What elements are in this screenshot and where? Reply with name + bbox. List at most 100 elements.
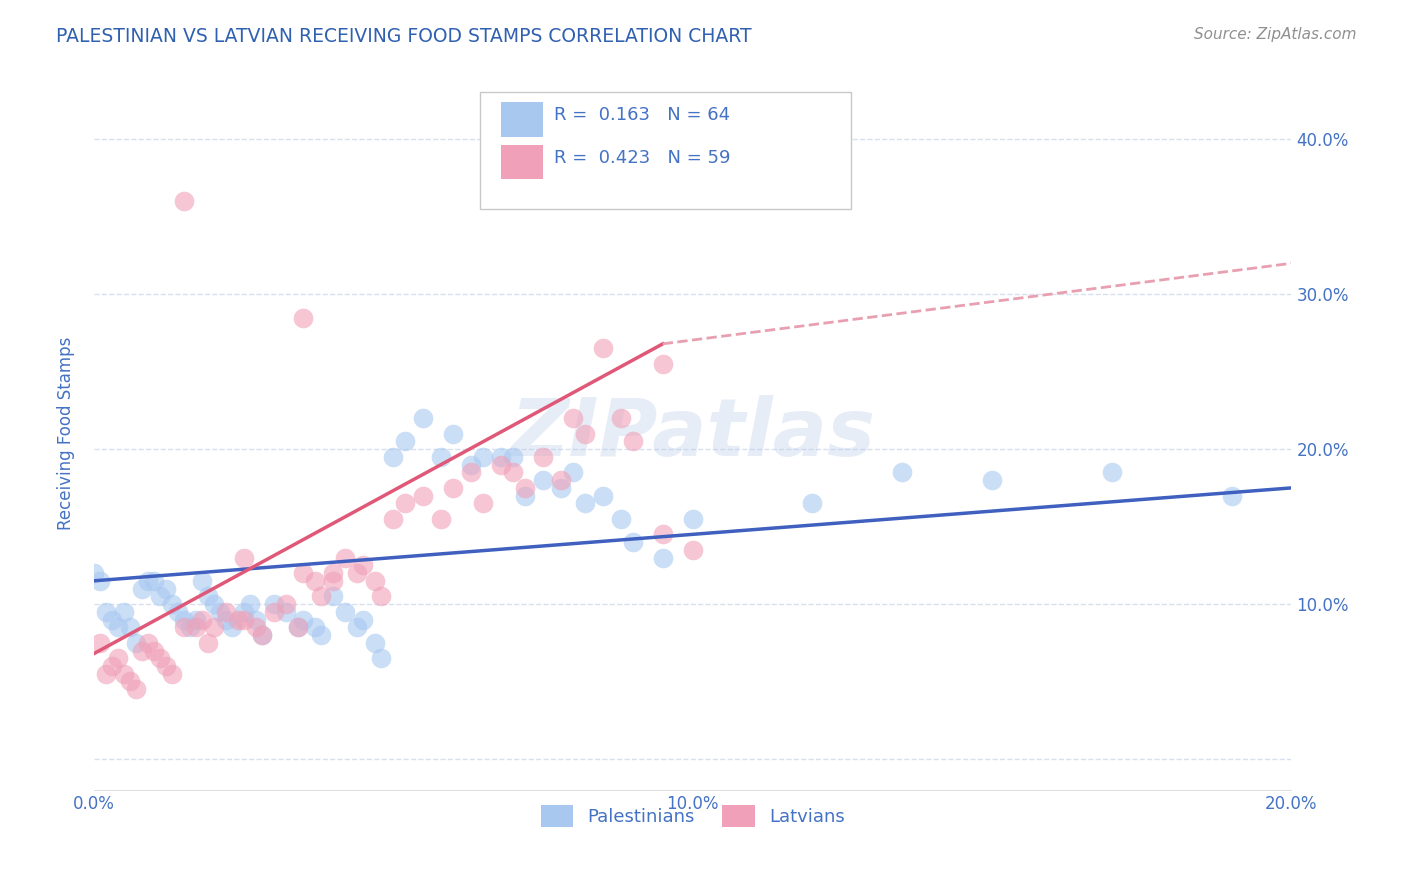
Point	[561, 466, 583, 480]
Point	[197, 636, 219, 650]
Point	[364, 636, 387, 650]
Point	[364, 574, 387, 588]
Point	[531, 473, 554, 487]
Point	[125, 682, 148, 697]
Point	[173, 613, 195, 627]
Point	[502, 450, 524, 464]
Point	[202, 620, 225, 634]
Point	[166, 605, 188, 619]
Point	[891, 466, 914, 480]
Point	[370, 590, 392, 604]
Point	[561, 411, 583, 425]
Point	[173, 620, 195, 634]
Point	[160, 666, 183, 681]
Point	[472, 450, 495, 464]
Point	[592, 489, 614, 503]
Text: R =  0.423   N = 59: R = 0.423 N = 59	[554, 149, 730, 167]
Text: R =  0.163   N = 64: R = 0.163 N = 64	[554, 106, 730, 124]
Point	[472, 496, 495, 510]
Point	[118, 674, 141, 689]
Point	[239, 597, 262, 611]
Point	[232, 550, 254, 565]
Point	[263, 605, 285, 619]
Point	[292, 566, 315, 580]
Point	[1101, 466, 1123, 480]
Point	[502, 466, 524, 480]
Point	[394, 496, 416, 510]
Point	[202, 597, 225, 611]
Point	[335, 605, 357, 619]
Point	[610, 411, 633, 425]
Point	[382, 512, 405, 526]
Point	[107, 651, 129, 665]
Point	[232, 613, 254, 627]
Point	[274, 605, 297, 619]
Point	[136, 574, 159, 588]
Point	[226, 613, 249, 627]
Point	[274, 597, 297, 611]
Point	[142, 574, 165, 588]
Text: ZIPatlas: ZIPatlas	[510, 394, 875, 473]
Point	[352, 613, 374, 627]
Point	[287, 620, 309, 634]
Point	[214, 605, 236, 619]
Point	[346, 566, 368, 580]
Point	[574, 426, 596, 441]
Point	[621, 434, 644, 449]
Point	[136, 636, 159, 650]
Point	[142, 643, 165, 657]
Point	[550, 481, 572, 495]
Point	[1220, 489, 1243, 503]
Point	[94, 666, 117, 681]
Point	[245, 613, 267, 627]
Point	[131, 582, 153, 596]
Point	[981, 473, 1004, 487]
Point	[107, 620, 129, 634]
Point	[574, 496, 596, 510]
Point	[190, 574, 212, 588]
Point	[394, 434, 416, 449]
Point	[513, 481, 536, 495]
Point	[441, 426, 464, 441]
Point	[322, 590, 344, 604]
Point	[651, 550, 673, 565]
FancyBboxPatch shape	[501, 145, 543, 179]
Point	[304, 620, 326, 634]
Point	[112, 666, 135, 681]
Point	[651, 527, 673, 541]
Point	[292, 613, 315, 627]
Point	[208, 605, 231, 619]
Y-axis label: Receiving Food Stamps: Receiving Food Stamps	[58, 337, 75, 531]
Point	[287, 620, 309, 634]
Point	[179, 620, 201, 634]
Point	[489, 450, 512, 464]
Point	[322, 574, 344, 588]
Point	[682, 512, 704, 526]
Point	[531, 450, 554, 464]
Point	[550, 473, 572, 487]
Point	[131, 643, 153, 657]
Point	[250, 628, 273, 642]
Point	[311, 628, 333, 642]
Point	[83, 566, 105, 580]
Point	[214, 613, 236, 627]
Point	[155, 582, 177, 596]
Point	[412, 489, 434, 503]
Point	[460, 458, 482, 472]
Point	[460, 466, 482, 480]
Point	[292, 310, 315, 325]
Point	[112, 605, 135, 619]
Point	[682, 542, 704, 557]
Point	[346, 620, 368, 634]
Text: PALESTINIAN VS LATVIAN RECEIVING FOOD STAMPS CORRELATION CHART: PALESTINIAN VS LATVIAN RECEIVING FOOD ST…	[56, 27, 752, 45]
Point	[149, 590, 172, 604]
Point	[304, 574, 326, 588]
Point	[322, 566, 344, 580]
Point	[513, 489, 536, 503]
Point	[430, 512, 453, 526]
Point	[94, 605, 117, 619]
Point	[101, 659, 124, 673]
Point	[382, 450, 405, 464]
Point	[118, 620, 141, 634]
Point	[311, 590, 333, 604]
